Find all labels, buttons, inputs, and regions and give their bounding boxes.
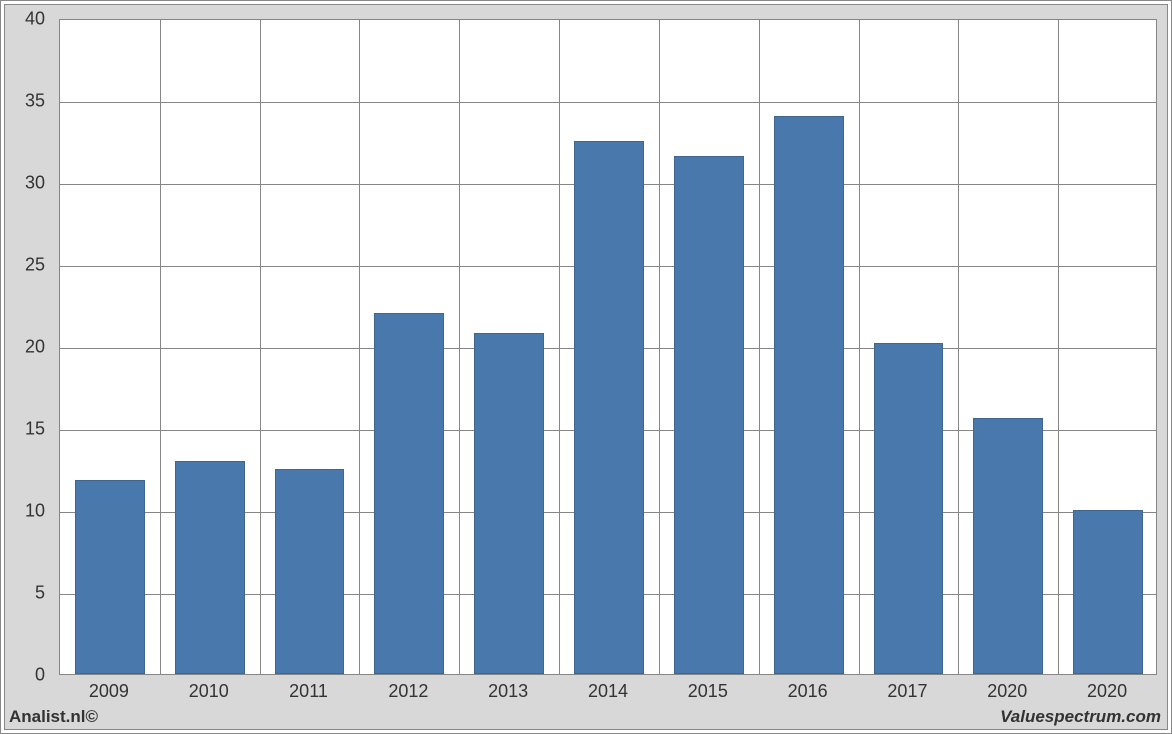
x-tick-label: 2011 xyxy=(269,681,349,702)
y-tick-label: 35 xyxy=(5,91,45,112)
x-tick-label: 2013 xyxy=(468,681,548,702)
bar xyxy=(474,333,544,674)
gridline-v xyxy=(659,20,660,674)
y-tick-label: 20 xyxy=(5,337,45,358)
plot-area xyxy=(59,19,1157,675)
x-tick-label: 2010 xyxy=(169,681,249,702)
x-tick-label: 2012 xyxy=(368,681,448,702)
gridline-v xyxy=(859,20,860,674)
gridline-v xyxy=(759,20,760,674)
bar xyxy=(874,343,944,674)
x-tick-label: 2016 xyxy=(768,681,848,702)
y-tick-label: 40 xyxy=(5,9,45,30)
y-tick-label: 30 xyxy=(5,173,45,194)
y-tick-label: 0 xyxy=(5,665,45,686)
y-tick-label: 25 xyxy=(5,255,45,276)
bar xyxy=(374,313,444,674)
bar xyxy=(674,156,744,674)
gridline-v xyxy=(260,20,261,674)
bar xyxy=(175,461,245,674)
footer-left: Analist.nl© xyxy=(9,707,98,727)
gridline-h xyxy=(60,102,1156,103)
x-tick-label: 2009 xyxy=(69,681,149,702)
gridline-v xyxy=(459,20,460,674)
chart-panel: 0 5 10 15 20 25 30 35 40 2009 2010 2011 2012 2013 201… xyxy=(4,4,1168,730)
x-tick-label: 2020 xyxy=(967,681,1047,702)
bar xyxy=(973,418,1043,674)
gridline-v xyxy=(559,20,560,674)
footer-right: Valuespectrum.com xyxy=(1000,707,1161,727)
x-tick-label: 2014 xyxy=(568,681,648,702)
y-tick-label: 15 xyxy=(5,419,45,440)
bar xyxy=(75,480,145,674)
y-tick-label: 5 xyxy=(5,583,45,604)
x-tick-label: 2020 xyxy=(1067,681,1147,702)
bar xyxy=(574,141,644,674)
x-tick-label: 2015 xyxy=(668,681,748,702)
gridline-v xyxy=(958,20,959,674)
gridline-v xyxy=(359,20,360,674)
gridline-v xyxy=(160,20,161,674)
gridline-v xyxy=(1058,20,1059,674)
bar xyxy=(1073,510,1143,674)
bar xyxy=(275,469,345,674)
bar xyxy=(774,116,844,674)
x-tick-label: 2017 xyxy=(867,681,947,702)
chart-outer: 0 5 10 15 20 25 30 35 40 2009 2010 2011 2012 2013 201… xyxy=(0,0,1172,734)
y-tick-label: 10 xyxy=(5,501,45,522)
